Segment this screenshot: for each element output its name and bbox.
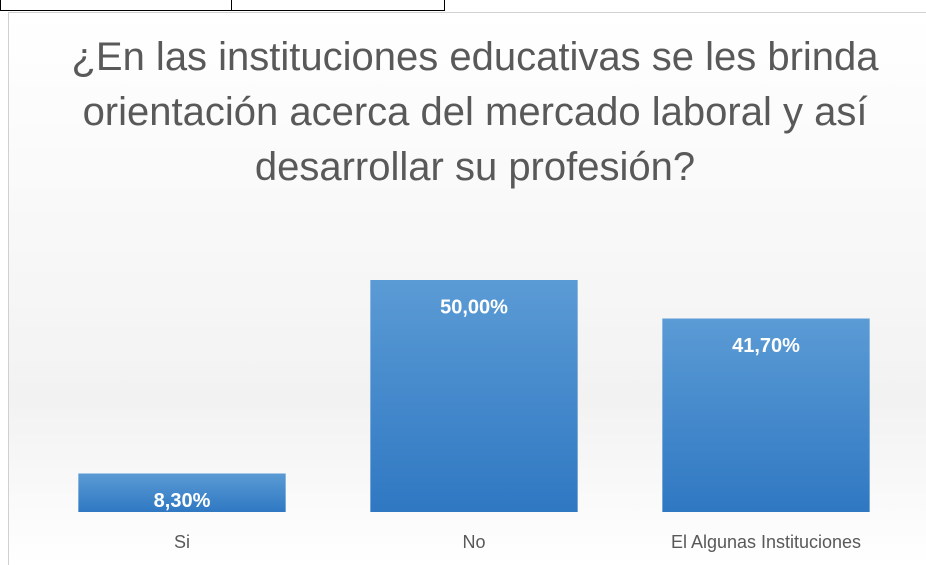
chart-title: ¿En las instituciones educativas se les …: [71, 35, 879, 189]
x-tick-label: El Algunas Instituciones: [671, 532, 861, 552]
value-label: 41,70%: [732, 335, 800, 357]
bar: [662, 318, 870, 512]
table-fragment: [0, 0, 446, 11]
x-tick-label: No: [462, 532, 485, 552]
value-label: 8,30%: [154, 490, 211, 512]
value-label: 50,00%: [440, 296, 508, 318]
x-tick-label: Si: [174, 532, 190, 552]
bar: [370, 280, 578, 512]
bar: [78, 473, 286, 512]
